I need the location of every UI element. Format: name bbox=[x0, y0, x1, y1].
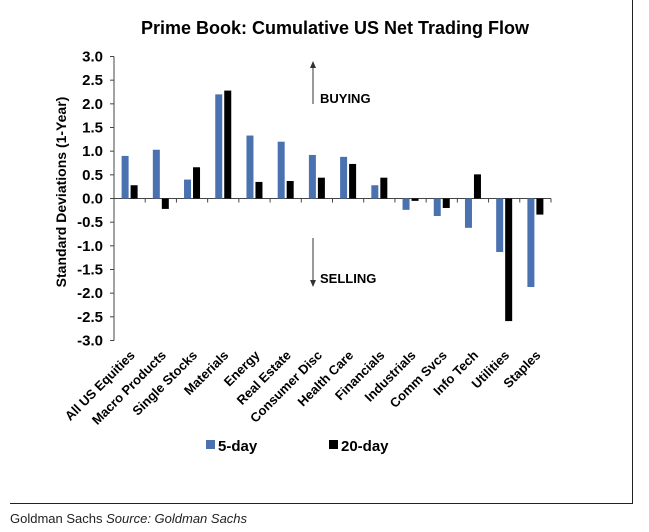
bar-20day bbox=[193, 167, 201, 199]
bar-20day bbox=[411, 198, 419, 201]
bar-5day bbox=[277, 141, 285, 199]
bar-5day bbox=[402, 198, 410, 210]
bar-5day bbox=[496, 198, 504, 252]
y-tick-label: 3.0 bbox=[82, 49, 103, 66]
bar-20day bbox=[130, 185, 138, 199]
bars bbox=[121, 90, 544, 322]
y-tick-label: -0.5 bbox=[77, 214, 103, 231]
bar-5day bbox=[340, 156, 348, 199]
bar-20day bbox=[536, 198, 544, 215]
bar-5day bbox=[527, 198, 535, 288]
bar-20day bbox=[286, 180, 294, 199]
bar-5day bbox=[152, 149, 160, 199]
y-axis-ticks: 3.0 2.5 2.0 1.5 1.0 0.5 0.0 -0.5 -1.0 -1.5 -2.0 -2.… bbox=[77, 49, 114, 350]
legend-swatch-5day bbox=[206, 440, 215, 449]
legend-label-5day: 5-day bbox=[218, 438, 258, 455]
bar-20day bbox=[380, 177, 388, 199]
bar-20day bbox=[161, 198, 169, 209]
x-axis-ticks bbox=[144, 198, 552, 203]
y-tick-label: -2.5 bbox=[77, 309, 103, 326]
legend-label-20day: 20-day bbox=[341, 438, 389, 455]
bar-5day bbox=[121, 155, 129, 199]
legend-swatch-20day bbox=[329, 440, 338, 449]
bar-5day bbox=[184, 179, 192, 199]
frame-border-right bbox=[632, 0, 633, 503]
bar-5day bbox=[215, 94, 223, 199]
buying-label: BUYING bbox=[320, 91, 371, 106]
footer-source: Source: Goldman Sachs bbox=[106, 511, 248, 526]
legend: 5-day 20-day bbox=[206, 438, 389, 455]
bar-20day bbox=[505, 198, 513, 322]
footer-brand: Goldman Sachs bbox=[10, 511, 103, 526]
buying-arrow-head bbox=[310, 61, 316, 68]
chart: Prime Book: Cumulative US Net Trading Fl… bbox=[53, 18, 552, 455]
bar-20day bbox=[255, 181, 263, 199]
bar-20day bbox=[442, 198, 450, 208]
y-tick-label: -3.0 bbox=[77, 333, 103, 350]
bar-20day bbox=[317, 177, 325, 199]
bar-20day bbox=[473, 174, 481, 199]
y-tick-label: 1.5 bbox=[82, 120, 103, 137]
y-tick-label: 0.5 bbox=[82, 167, 103, 184]
y-tick-label: -1.5 bbox=[77, 262, 103, 279]
bar-5day bbox=[246, 135, 254, 199]
y-axis-label: Standard Deviations (1-Year) bbox=[53, 97, 69, 288]
bar-20day bbox=[224, 90, 232, 199]
bar-5day bbox=[433, 198, 441, 217]
selling-arrow-head bbox=[310, 280, 316, 287]
buying-annotation: BUYING bbox=[310, 61, 371, 106]
y-tick-label: 0.0 bbox=[82, 191, 103, 208]
y-tick-label: 2.0 bbox=[82, 96, 103, 113]
chart-title: Prime Book: Cumulative US Net Trading Fl… bbox=[141, 18, 530, 38]
footer: Goldman Sachs Source: Goldman Sachs bbox=[10, 511, 247, 526]
y-tick-label: -2.0 bbox=[77, 285, 103, 302]
y-tick-label: 2.5 bbox=[82, 72, 103, 89]
selling-annotation: SELLING bbox=[310, 238, 376, 287]
frame-border-bottom bbox=[10, 503, 633, 504]
y-tick-label: 1.0 bbox=[82, 143, 103, 160]
selling-label: SELLING bbox=[320, 271, 376, 286]
y-tick-label: -1.0 bbox=[77, 238, 103, 255]
bar-5day bbox=[464, 198, 472, 228]
bar-5day bbox=[371, 185, 379, 199]
bar-20day bbox=[349, 163, 357, 199]
bar-5day bbox=[308, 154, 316, 199]
